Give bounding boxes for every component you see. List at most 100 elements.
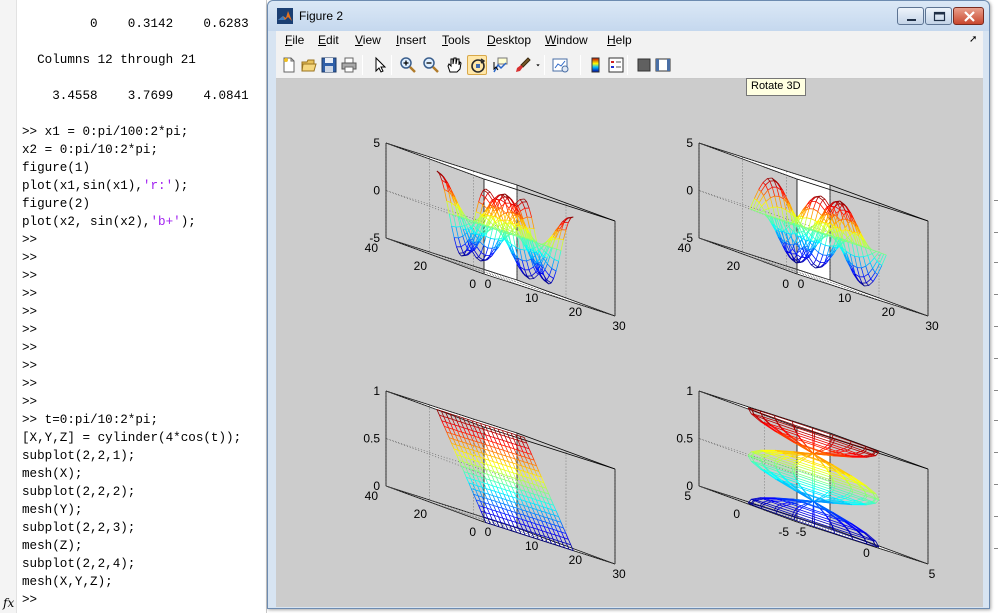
menu-tools[interactable]: Tools <box>442 33 470 47</box>
insert-legend-button[interactable] <box>606 55 626 75</box>
open-file-button[interactable] <box>299 55 319 75</box>
mesh-line <box>522 485 528 488</box>
mesh-line <box>508 461 513 464</box>
mesh-line <box>848 212 852 223</box>
mesh-line <box>763 418 772 427</box>
mesh-line <box>545 521 551 525</box>
dock-arrow-icon[interactable]: ➚ <box>969 34 978 45</box>
mesh-line <box>874 272 878 275</box>
mesh-line <box>462 451 468 454</box>
mesh-line <box>845 526 857 532</box>
mesh-line <box>778 183 782 191</box>
mesh-line <box>492 519 497 522</box>
command-line: subplot(2,2,4); <box>22 556 135 572</box>
menu-view[interactable]: View <box>355 33 381 47</box>
data-cursor-button[interactable] <box>490 55 510 75</box>
print-figure-button[interactable] <box>339 55 359 75</box>
save-figure-button[interactable] <box>319 55 339 75</box>
maximize-button[interactable] <box>925 7 952 25</box>
edit-plot-button[interactable] <box>369 55 389 75</box>
mesh-line <box>508 471 514 474</box>
close-icon <box>964 11 975 22</box>
rotate-3d-button[interactable] <box>467 55 487 75</box>
mesh-line <box>869 257 875 263</box>
menu-help[interactable]: Help <box>607 33 632 47</box>
mesh-line <box>518 527 522 534</box>
mesh-line <box>553 270 557 279</box>
mesh-line <box>489 479 493 486</box>
mesh-line <box>866 247 870 250</box>
mesh-line <box>552 230 556 236</box>
mesh-line <box>541 530 545 537</box>
function-browser-icon[interactable]: fx <box>3 596 15 610</box>
mesh-line <box>492 226 498 229</box>
mesh-line <box>538 505 542 512</box>
mesh-line <box>758 182 764 190</box>
close-button[interactable] <box>953 7 984 25</box>
mesh-line <box>838 220 842 229</box>
mesh-line <box>812 470 833 478</box>
brush-dropdown-button[interactable] <box>533 55 543 75</box>
mesh-line <box>461 254 465 257</box>
mesh-line <box>767 178 771 182</box>
hide-plot-tools-button[interactable] <box>634 55 654 75</box>
mesh-line <box>835 450 845 455</box>
mesh-line <box>500 434 504 441</box>
mesh-line <box>530 478 536 481</box>
mesh-line <box>542 257 548 265</box>
subplot-grid[interactable]: -505010203002040-50501020300204000.51010… <box>276 79 983 607</box>
new-figure-button[interactable] <box>279 55 299 75</box>
command-text: >> <box>22 305 38 319</box>
link-plot-icon <box>552 58 569 73</box>
edge-tick <box>994 358 998 359</box>
menu-edit[interactable]: Edit <box>318 33 339 47</box>
show-plot-tools-button[interactable] <box>653 55 673 75</box>
zoom-in-button[interactable] <box>398 55 418 75</box>
mesh-line <box>436 409 440 416</box>
x-tick-label: 30 <box>925 319 939 333</box>
mesh-line <box>790 453 802 456</box>
mesh-line <box>750 408 761 412</box>
mesh-line <box>527 252 532 259</box>
mesh-line <box>514 225 518 229</box>
mesh-line <box>464 447 468 454</box>
mesh-line <box>793 460 797 465</box>
command-line: >> <box>22 592 37 608</box>
mesh-line <box>841 203 845 206</box>
menu-insert[interactable]: Insert <box>396 33 426 47</box>
insert-colorbar-button[interactable] <box>586 55 606 75</box>
mesh-line <box>803 240 807 251</box>
mesh-line <box>784 250 788 254</box>
figure-canvas[interactable]: -5 0 5 0 10 20 30 0 20 40 -5 0 5 0 10 20 30 0 20 40 0 0.5 1 0 10… <box>276 79 983 607</box>
mesh-line <box>501 221 505 231</box>
pan-button[interactable] <box>444 55 464 75</box>
menu-window[interactable]: Window <box>545 33 588 47</box>
mesh-line <box>792 468 813 477</box>
mesh-line <box>468 438 474 441</box>
command-text: figure(2) <box>22 197 91 211</box>
mesh-line <box>458 450 462 457</box>
z-tick-label: 1 <box>686 384 693 398</box>
menu-file[interactable]: File <box>285 33 304 47</box>
mesh-line <box>751 456 762 462</box>
figure-title-bar[interactable]: Figure 2 <box>268 1 989 31</box>
mesh-line <box>472 474 476 481</box>
mesh-line <box>469 424 475 427</box>
mesh-line <box>545 246 549 253</box>
mesh-line <box>825 493 831 498</box>
minimize-button[interactable] <box>897 7 924 25</box>
mesh-line <box>541 520 547 523</box>
mesh-line <box>492 495 496 502</box>
mesh-line <box>806 234 810 239</box>
link-plot-button[interactable] <box>550 55 570 75</box>
mesh-line <box>483 245 489 249</box>
mesh-line <box>824 255 828 263</box>
command-window[interactable]: 0 0.3142 0.6283 Columns 12 through 21 3.… <box>0 0 267 613</box>
brush-button[interactable] <box>513 55 533 75</box>
mesh-line <box>782 190 786 196</box>
mesh-line <box>550 523 555 526</box>
zoom-out-button[interactable] <box>421 55 441 75</box>
menu-desktop[interactable]: Desktop <box>487 33 531 47</box>
figure-window[interactable]: Figure 2 File Edit View Insert Tools Desktop W… <box>267 0 990 609</box>
mesh-line <box>436 170 440 175</box>
